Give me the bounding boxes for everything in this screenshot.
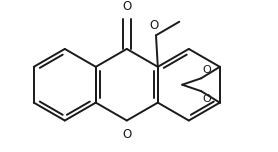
Text: O: O — [149, 19, 158, 32]
Text: O: O — [122, 0, 131, 13]
Text: O: O — [122, 128, 131, 141]
Text: O: O — [202, 94, 211, 104]
Text: O: O — [202, 65, 211, 75]
